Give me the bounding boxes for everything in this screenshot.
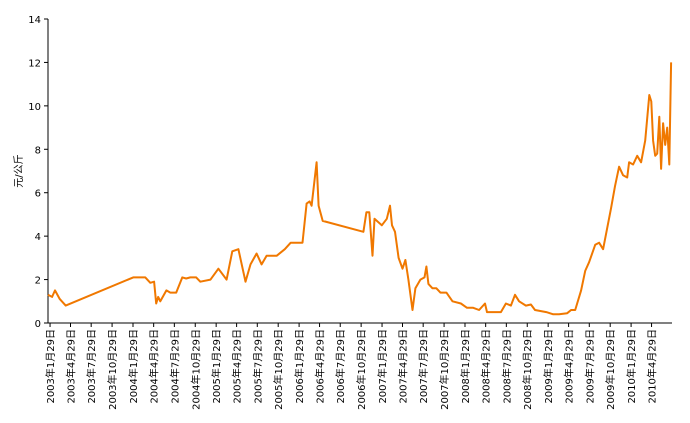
y-tick-label: 14 bbox=[28, 15, 41, 26]
x-tick-label: 2008年1月29日 bbox=[459, 329, 472, 404]
x-tick-label: 2007年4月29日 bbox=[396, 329, 409, 404]
y-axis-label: 元/公斤 bbox=[13, 154, 25, 187]
x-tick-label: 2008年7月29日 bbox=[500, 329, 513, 404]
x-tick-label: 2005年10月29日 bbox=[272, 329, 285, 410]
x-tick-label: 2005年4月29日 bbox=[231, 329, 244, 404]
x-tick-label: 2006年7月29日 bbox=[334, 329, 347, 404]
y-tick-label: 6 bbox=[35, 189, 41, 200]
x-tick-label: 2004年1月29日 bbox=[127, 329, 140, 404]
x-tick-label: 2006年10月29日 bbox=[355, 329, 368, 410]
y-tick-label: 0 bbox=[35, 319, 41, 330]
x-tick-label: 2006年1月29日 bbox=[293, 329, 306, 404]
x-tick-label: 2008年4月29日 bbox=[480, 329, 493, 404]
x-tick-label: 2005年7月29日 bbox=[251, 329, 264, 404]
y-tick-label: 10 bbox=[28, 102, 41, 113]
y-tick-label: 12 bbox=[28, 58, 41, 69]
x-tick-label: 2009年1月29日 bbox=[542, 329, 555, 404]
x-tick-label: 2009年10月29日 bbox=[604, 329, 617, 410]
x-tick-label: 2005年1月29日 bbox=[210, 329, 223, 404]
x-tick-label: 2003年4月29日 bbox=[64, 329, 77, 404]
x-tick-label: 2003年10月29日 bbox=[106, 329, 119, 410]
y-tick-label: 8 bbox=[35, 145, 41, 156]
y-tick-label: 2 bbox=[35, 276, 41, 287]
x-tick-label: 2004年4月29日 bbox=[148, 329, 161, 404]
x-tick-label: 2007年10月29日 bbox=[438, 329, 451, 410]
price-line bbox=[47, 62, 673, 316]
x-tick-label: 2003年1月29日 bbox=[44, 329, 57, 404]
x-tick-label: 2009年7月29日 bbox=[583, 329, 596, 404]
x-tick-label: 2010年1月29日 bbox=[625, 329, 638, 404]
x-tick-label: 2006年4月29日 bbox=[314, 329, 327, 404]
x-tick-label: 2009年4月29日 bbox=[563, 329, 576, 404]
y-tick-label: 4 bbox=[35, 232, 41, 243]
x-tick-label: 2004年10月29日 bbox=[189, 329, 202, 410]
x-tick-label: 2008年10月29日 bbox=[521, 329, 534, 410]
x-tick-label: 2010年4月29日 bbox=[646, 329, 659, 404]
x-tick-label: 2007年7月29日 bbox=[417, 329, 430, 404]
x-tick-label: 2003年7月29日 bbox=[85, 329, 98, 404]
x-tick-label: 2007年1月29日 bbox=[376, 329, 389, 404]
x-tick-label: 2004年7月29日 bbox=[168, 329, 181, 404]
